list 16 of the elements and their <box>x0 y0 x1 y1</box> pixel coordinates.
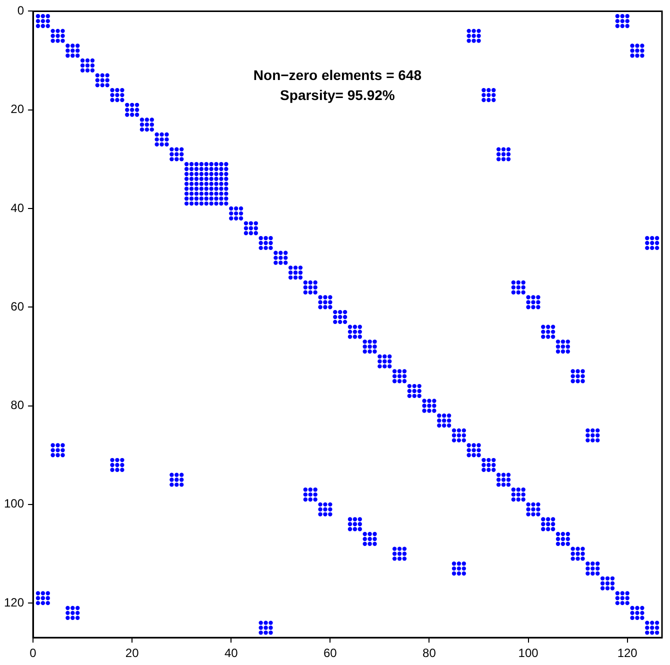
annotation: Sparsity= 95.92% <box>280 87 396 104</box>
x-tick-label: 40 <box>224 646 238 660</box>
y-tick-label: 0 <box>17 4 24 18</box>
y-tick-label: 20 <box>10 102 24 116</box>
y-tick-label: 80 <box>10 398 24 412</box>
x-tick-label: 80 <box>422 646 436 660</box>
y-tick-label: 40 <box>10 200 24 215</box>
x-tick-label: 100 <box>518 646 539 660</box>
y-tick-label: 60 <box>10 299 24 314</box>
y-tick-label: 100 <box>4 496 24 511</box>
x-tick-label: 60 <box>323 646 338 660</box>
annotation: Non−zero elements = 648 <box>253 67 422 84</box>
x-tick-label: 120 <box>617 646 638 660</box>
x-tick-label: 20 <box>125 646 140 660</box>
y-tick-label: 120 <box>4 595 24 610</box>
x-tick-label: 0 <box>30 646 37 660</box>
